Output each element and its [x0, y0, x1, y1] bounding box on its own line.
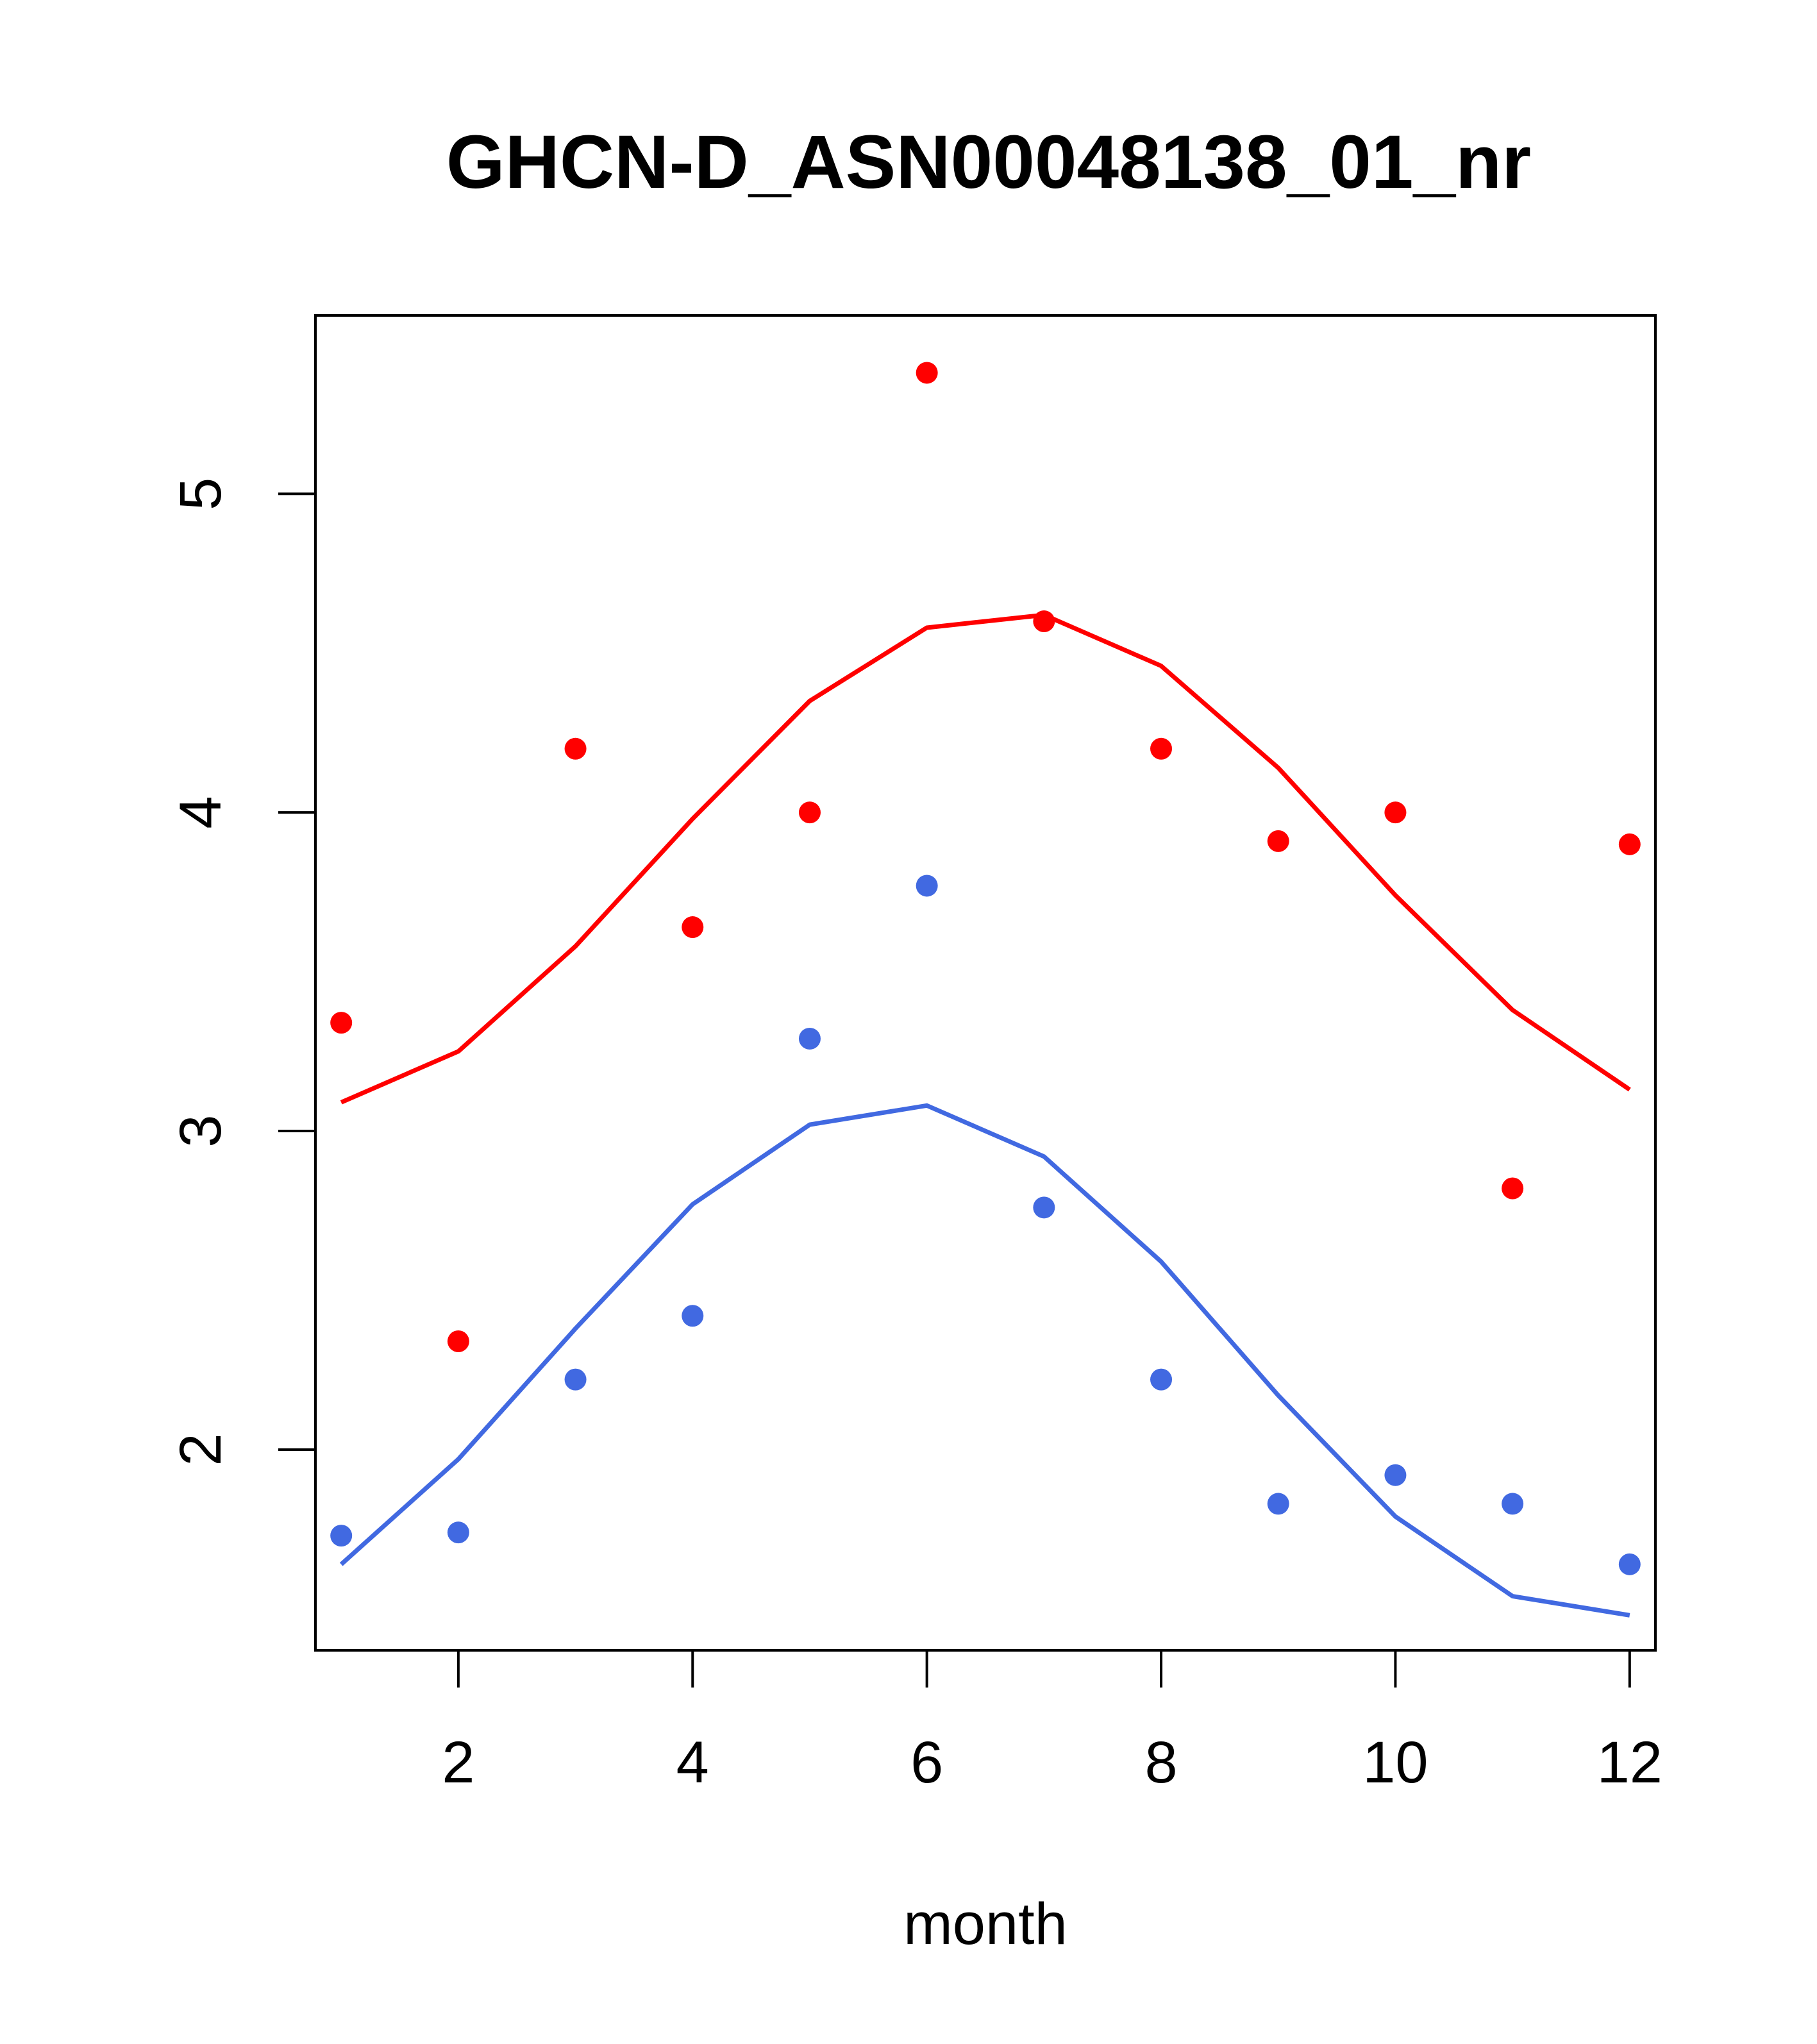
x-tick-label: 8 — [1144, 1730, 1177, 1795]
y-tick-label: 3 — [168, 1114, 233, 1147]
series-1-point — [1150, 737, 1173, 760]
series-2-point — [1033, 1196, 1055, 1219]
plot-frame — [314, 314, 1657, 1652]
y-tick-label: 4 — [168, 796, 233, 829]
series-2-point — [447, 1521, 469, 1544]
series-1-point — [1502, 1177, 1524, 1200]
series-2-point — [798, 1027, 821, 1050]
series-2-line — [339, 1103, 1630, 1618]
x-axis: 2 4 6 8 10 12 — [442, 1649, 1662, 1795]
chart-title: GHCN-D_ASN00048138_01_nr — [446, 120, 1531, 205]
x-tick-label: 6 — [910, 1730, 943, 1795]
series-1-point — [1384, 801, 1407, 824]
series-1-point — [916, 362, 938, 384]
series-1-line — [340, 612, 1631, 1105]
series-1-point — [1267, 830, 1289, 852]
series-1-point — [447, 1330, 469, 1353]
x-tick-label: 10 — [1362, 1730, 1428, 1795]
series-2-point — [682, 1305, 704, 1327]
y-tick-label: 2 — [168, 1433, 233, 1466]
x-tick-label: 2 — [442, 1730, 474, 1795]
series-1-point — [682, 916, 704, 939]
series-layer — [330, 362, 1641, 1618]
y-tick-label: 5 — [168, 478, 233, 510]
series-2-point — [1502, 1493, 1524, 1515]
series-1-point — [330, 1012, 353, 1034]
series-2-point — [1384, 1464, 1407, 1486]
series-2-point — [1267, 1493, 1289, 1515]
series-1-point — [1033, 610, 1055, 633]
series-1-point — [798, 801, 821, 824]
series-2-point — [916, 875, 938, 897]
series-2-point — [1618, 1553, 1641, 1575]
series-1-point — [564, 737, 587, 760]
series-2-point — [1150, 1368, 1173, 1391]
series-2-point — [330, 1525, 353, 1547]
series-2-point — [564, 1368, 587, 1391]
series-1-point — [1618, 833, 1641, 855]
x-tick-label: 4 — [676, 1730, 709, 1795]
y-axis: 2 3 4 5 — [168, 478, 317, 1466]
x-axis-title: month — [903, 1891, 1068, 1957]
x-tick-label: 12 — [1597, 1730, 1662, 1795]
